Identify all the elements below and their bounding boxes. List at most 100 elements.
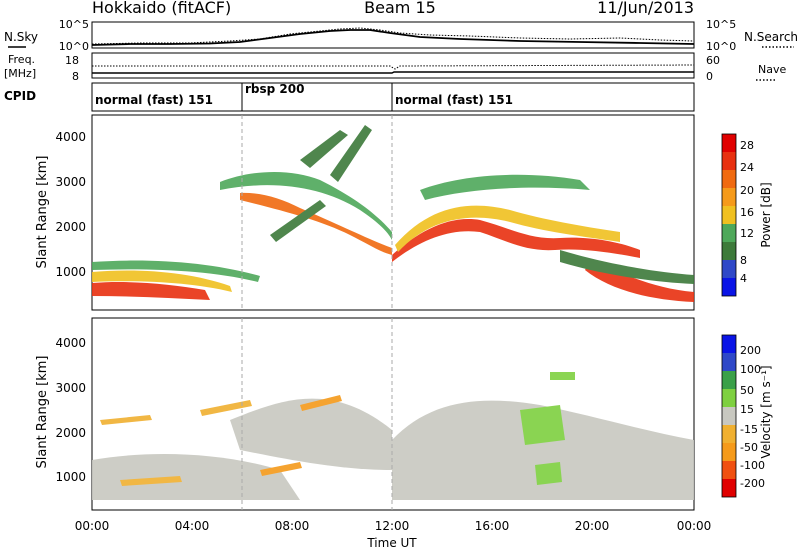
velocity-ylabel: Slant Range [km]: [35, 356, 50, 469]
velocity-cbar-0: [722, 479, 736, 497]
power-cbar-8: [722, 134, 736, 152]
xtick-1600: 16:00: [475, 519, 510, 533]
power-cbar-2: [722, 242, 736, 260]
velocity-green-dots-top: [550, 372, 575, 380]
nsearch-label: N.Search: [744, 30, 798, 44]
power-ytick-2000: 2000: [55, 220, 86, 234]
power-cbar-tick-20: 20: [740, 184, 754, 197]
nave-tick-bottom: 0: [706, 70, 713, 83]
power-cbar-tick-24: 24: [740, 161, 754, 174]
beam-title: Beam 15: [364, 0, 436, 17]
power-cbar-tick-8: 8: [740, 254, 747, 267]
power-band-early-halo: [92, 270, 232, 292]
power-cbar-tick-28: 28: [740, 139, 754, 152]
power-upper-patch: [420, 174, 590, 200]
cpid-mode-2: rbsp 200: [245, 82, 304, 96]
velocity-echoes: [92, 372, 694, 500]
cpid-mode-3: normal (fast) 151: [395, 93, 513, 107]
velocity-cbar-6: [722, 371, 736, 389]
nave-label: Nave: [758, 63, 786, 76]
power-ytick-1000: 1000: [55, 265, 86, 279]
power-cbar-0: [722, 278, 736, 296]
velocity-green-patch-upper: [520, 405, 565, 445]
power-colorbar: 4 8 12 16 20 24 28 Power [dB]: [721, 133, 773, 297]
velocity-cbar-tick-m100: -100: [740, 459, 765, 472]
power-band-late-halo: [560, 250, 694, 284]
station-title: Hokkaido (fitACF): [92, 0, 231, 17]
power-cbar-1: [722, 260, 736, 278]
nsky-panel: [91, 21, 695, 49]
power-cbar-7: [722, 152, 736, 170]
power-arc-morning: [240, 192, 392, 255]
velocity-cbar-frame: [721, 334, 737, 498]
nsky-tick-bottom: 10^0: [59, 40, 89, 53]
velocity-ytick-1000: 1000: [55, 470, 86, 484]
power-arc-morning-halo: [220, 171, 392, 240]
power-yticks: 1000 2000 3000 4000: [55, 130, 86, 279]
power-ylabel: Slant Range [km]: [35, 156, 50, 269]
xtick-2400: 00:00: [677, 519, 712, 533]
power-cbar-3: [722, 224, 736, 242]
nave-trace: [92, 64, 695, 70]
velocity-gray-early: [92, 454, 300, 500]
xtick-2000: 20:00: [575, 519, 610, 533]
velocity-colorbar: -200 -100 -50 -15 15 50 100 200 Velocity…: [721, 334, 773, 498]
velocity-cbar-7: [722, 353, 736, 371]
cpid-mode-1: normal (fast) 151: [95, 93, 213, 107]
velocity-cbar-tick-m50: -50: [740, 441, 758, 454]
velocity-cbar-1: [722, 461, 736, 479]
date-title: 11/Jun/2013: [597, 0, 694, 17]
freq-tick-top: 18: [65, 54, 79, 67]
power-streaks-morning: [270, 125, 372, 242]
power-arc-afternoon-halo: [395, 205, 620, 252]
power-cbar-tick-16: 16: [740, 206, 754, 219]
velocity-ytick-3000: 3000: [55, 381, 86, 395]
xtick-1200: 12:00: [375, 519, 410, 533]
nsearch-tick-bottom: 10^0: [706, 40, 736, 53]
time-xticks: 00:00 04:00 08:00 12:00 16:00 20:00 00:0…: [75, 519, 712, 533]
power-ytick-3000: 3000: [55, 175, 86, 189]
power-cbar-tick-4: 4: [740, 272, 747, 285]
power-echoes: [92, 125, 694, 302]
nsearch-tick-top: 10^5: [706, 18, 736, 31]
xtick-0800: 08:00: [275, 519, 310, 533]
nsky-tick-top: 10^5: [59, 18, 89, 31]
velocity-cbar-4: [722, 407, 736, 425]
power-cbar-tick-12: 12: [740, 227, 754, 240]
power-cbar-frame: [721, 133, 737, 297]
power-plot: Slant Range [km] 1000 2000 3000 4000: [35, 114, 695, 311]
velocity-cbar-2: [722, 443, 736, 461]
velocity-cbar-3: [722, 425, 736, 443]
velocity-ytick-4000: 4000: [55, 336, 86, 350]
velocity-green-patch-lower: [535, 462, 562, 485]
power-band-low-early: [92, 281, 210, 300]
power-cbar-label: Power [dB]: [759, 182, 773, 247]
power-cbar-6: [722, 170, 736, 188]
velocity-gray-afternoon: [392, 400, 694, 500]
nsky-trace: [91, 29, 695, 46]
velocity-cbar-5: [722, 389, 736, 407]
velocity-gray-morning: [230, 398, 392, 470]
power-arc-afternoon: [392, 219, 640, 262]
cpid-panel: [91, 82, 695, 112]
xtick-0400: 04:00: [175, 519, 210, 533]
cpid-label: CPID: [4, 89, 36, 103]
velocity-plot: Slant Range [km] 1000 2000 3000 4000 00:…: [35, 317, 712, 550]
freq-tick-bottom: 8: [72, 70, 79, 83]
velocity-xlabel: Time UT: [366, 536, 417, 550]
power-cbar-4: [722, 206, 736, 224]
velocity-orange-speckle-1: [100, 400, 252, 486]
xtick-0000: 00:00: [75, 519, 110, 533]
velocity-cbar-tick-m15: -15: [740, 423, 758, 436]
velocity-cbar-tick-m200: -200: [740, 477, 765, 490]
freq-trace: [92, 71, 694, 74]
velocity-cbar-tick-200: 200: [740, 344, 761, 357]
velocity-cbar-tick-50: 50: [740, 384, 754, 397]
power-cbar-5: [722, 188, 736, 206]
freq-label-line1: Freq.: [8, 53, 35, 66]
velocity-cbar-tick-15: 15: [740, 403, 754, 416]
velocity-ytick-2000: 2000: [55, 426, 86, 440]
power-band-early-green: [92, 260, 260, 282]
nave-tick-top: 60: [706, 54, 720, 67]
